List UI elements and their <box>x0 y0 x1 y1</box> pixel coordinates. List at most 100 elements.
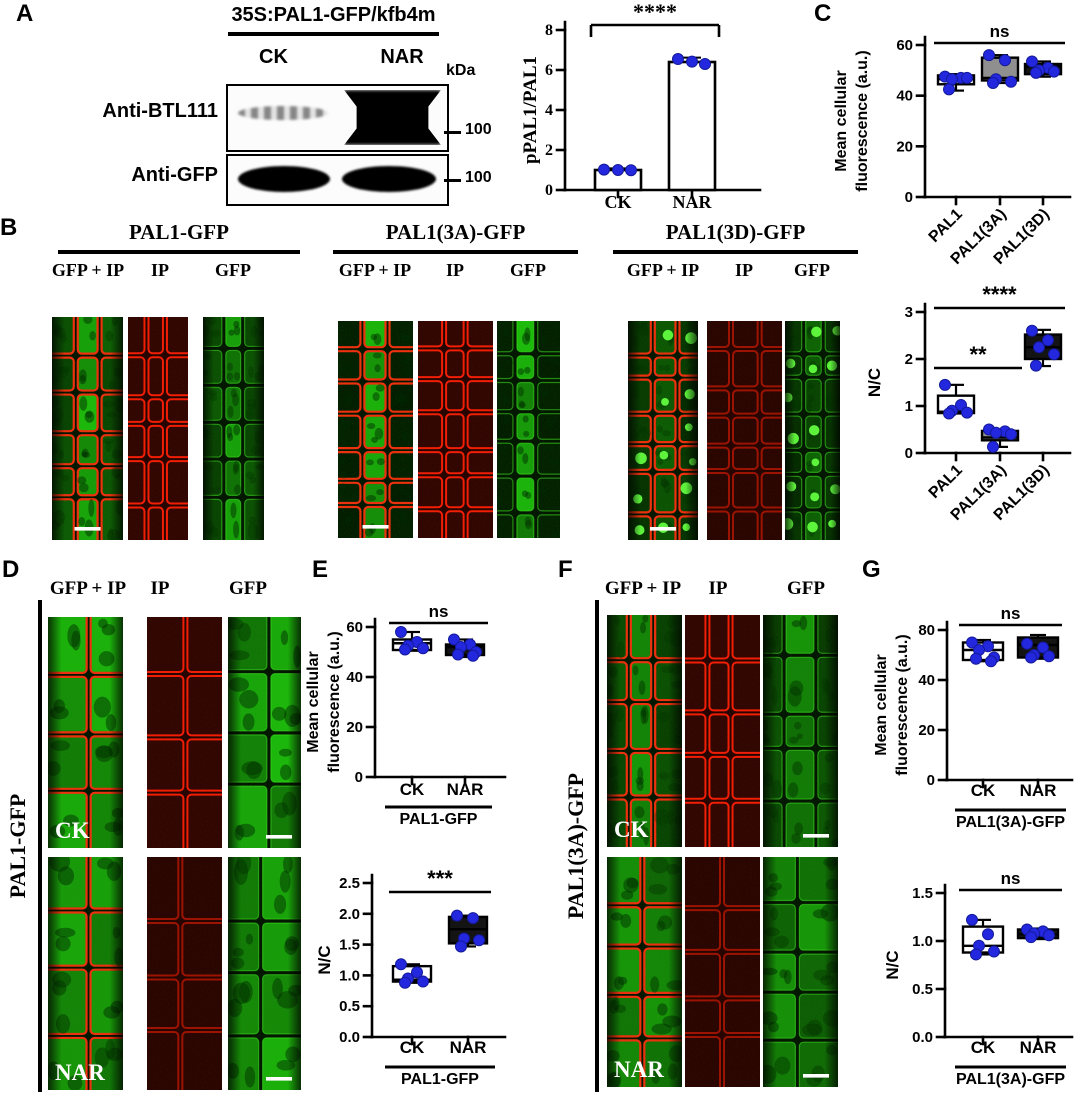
b-group2-col-ip: IP <box>446 260 464 280</box>
e-nc-boxplot: 0.0 0.5 1.0 1.5 2.0 2.5 CK NAR PAL1-GFP *** N/C <box>315 866 507 1088</box>
lane-label-nar: NAR <box>380 46 424 68</box>
data-point <box>966 636 978 649</box>
data-point <box>395 958 407 971</box>
svg-text:CK: CK <box>400 780 425 799</box>
data-point <box>612 164 624 176</box>
data-point <box>970 948 982 961</box>
micrograph-b-pal13d-ip <box>707 321 782 540</box>
svg-text:***: *** <box>427 866 453 891</box>
svg-text:CK: CK <box>971 1038 996 1057</box>
micrograph-b-pal1-merge <box>52 317 123 540</box>
svg-text:0.0: 0.0 <box>912 1029 933 1046</box>
svg-text:20: 20 <box>346 719 363 736</box>
b-group2-title: PAL1(3A)-GFP <box>385 220 526 244</box>
blot-title-underline <box>228 32 439 36</box>
svg-text:0.0: 0.0 <box>339 1029 360 1046</box>
svg-text:60: 60 <box>896 37 913 54</box>
panel-f-label: F <box>558 556 573 583</box>
svg-text:ns: ns <box>1001 604 1021 623</box>
data-point <box>467 912 479 925</box>
blot-anti-gfp <box>226 154 449 206</box>
data-point <box>943 407 955 420</box>
svg-text:1: 1 <box>905 398 913 415</box>
svg-text:80: 80 <box>918 622 935 639</box>
svg-text:4: 4 <box>545 102 553 119</box>
g-fluorescence-boxplot: 0 20 40 80 CK NAR PAL1(3A)-GFP ns Mean cellular f… <box>873 604 1074 831</box>
micrograph-d-nar-gfp <box>228 857 301 1090</box>
scale-bar <box>362 525 389 529</box>
g-nc-boxplot: 0.0 0.5 1.0 1.5 CK NAR PAL1(3A)-GFP ns N/C <box>883 869 1074 1088</box>
micrograph-f-ck-ip <box>685 615 760 847</box>
data-point <box>672 53 684 65</box>
bar-NAR <box>667 60 717 192</box>
svg-text:6: 6 <box>545 62 553 79</box>
svg-text:0: 0 <box>927 772 935 789</box>
micrograph-b-pal13a-gfp <box>497 321 560 538</box>
d-group-bar <box>38 600 42 1092</box>
data-point <box>987 77 999 89</box>
svg-text:PAL1(3A)-GFP: PAL1(3A)-GFP <box>956 1071 1065 1088</box>
blot-construct-title: 35S:PAL1-GFP/kfb4m <box>231 4 436 26</box>
data-point <box>961 71 973 84</box>
svg-text:Mean cellular: Mean cellular <box>873 654 890 755</box>
data-point <box>970 652 982 665</box>
data-point <box>1030 66 1042 79</box>
micrograph-b-pal13a-merge <box>338 321 413 538</box>
svg-text:3: 3 <box>905 304 913 321</box>
svg-text:N/C: N/C <box>315 945 334 974</box>
svg-text:NAR: NAR <box>1020 1038 1057 1057</box>
panel-g-label: G <box>862 556 881 583</box>
d-col-ip: IP <box>150 578 170 599</box>
svg-text:CK: CK <box>605 192 632 212</box>
svg-text:Mean cellular: Mean cellular <box>305 651 322 752</box>
data-point <box>451 909 463 922</box>
b-group1-title: PAL1-GFP <box>129 220 229 244</box>
micrograph-b-pal13d-gfp <box>785 321 840 540</box>
data-point <box>625 164 637 177</box>
micrograph-d-nar-ip <box>147 857 222 1090</box>
data-point <box>1025 931 1037 944</box>
data-point <box>1025 651 1037 664</box>
svg-text:0: 0 <box>905 445 913 462</box>
d-col-gfp: GFP <box>229 578 267 599</box>
data-point <box>966 913 978 926</box>
data-point <box>1030 359 1042 372</box>
svg-text:60: 60 <box>346 619 363 636</box>
svg-text:NAR: NAR <box>447 780 484 799</box>
svg-text:1.5: 1.5 <box>339 937 360 954</box>
micrograph-b-pal1-gfp <box>203 317 264 540</box>
data-point <box>699 58 711 70</box>
b-group3-col-merge: GFP + IP <box>626 260 700 280</box>
marker-tick-2 <box>444 179 461 182</box>
micrograph-f-nar-gfp <box>763 857 838 1087</box>
data-point <box>598 163 610 176</box>
data-point <box>1042 334 1054 347</box>
data-point <box>1048 65 1060 78</box>
data-point <box>1005 75 1017 88</box>
micrograph-b-pal13d-merge <box>628 321 698 540</box>
data-point <box>686 55 698 68</box>
svg-text:0.5: 0.5 <box>912 981 933 998</box>
f-col-merge: GFP + IP <box>604 578 682 599</box>
f-col-ip: IP <box>708 578 728 599</box>
data-point <box>455 940 467 953</box>
svg-text:Mean cellular: Mean cellular <box>833 70 850 171</box>
svg-text:2.5: 2.5 <box>339 875 360 892</box>
b-group1-col-merge: GFP + IP <box>51 260 125 280</box>
data-point <box>1048 348 1060 361</box>
svg-text:1.5: 1.5 <box>912 885 933 902</box>
data-point <box>1043 650 1055 663</box>
svg-text:pPAL1/PAL1: pPAL1/PAL1 <box>520 56 541 164</box>
svg-text:fluorescence (a.u.): fluorescence (a.u.) <box>894 634 911 775</box>
b-group1-underline <box>58 250 300 254</box>
svg-text:8: 8 <box>545 22 553 39</box>
lane-label-ck: CK <box>259 46 288 68</box>
svg-text:**: ** <box>969 342 987 367</box>
scale-bar <box>266 1077 292 1081</box>
marker-label-2: 100 <box>465 169 492 186</box>
svg-text:0: 0 <box>905 189 913 206</box>
svg-text:N/C: N/C <box>883 950 902 979</box>
data-point <box>1026 55 1038 68</box>
svg-text:NAR: NAR <box>450 1038 487 1057</box>
